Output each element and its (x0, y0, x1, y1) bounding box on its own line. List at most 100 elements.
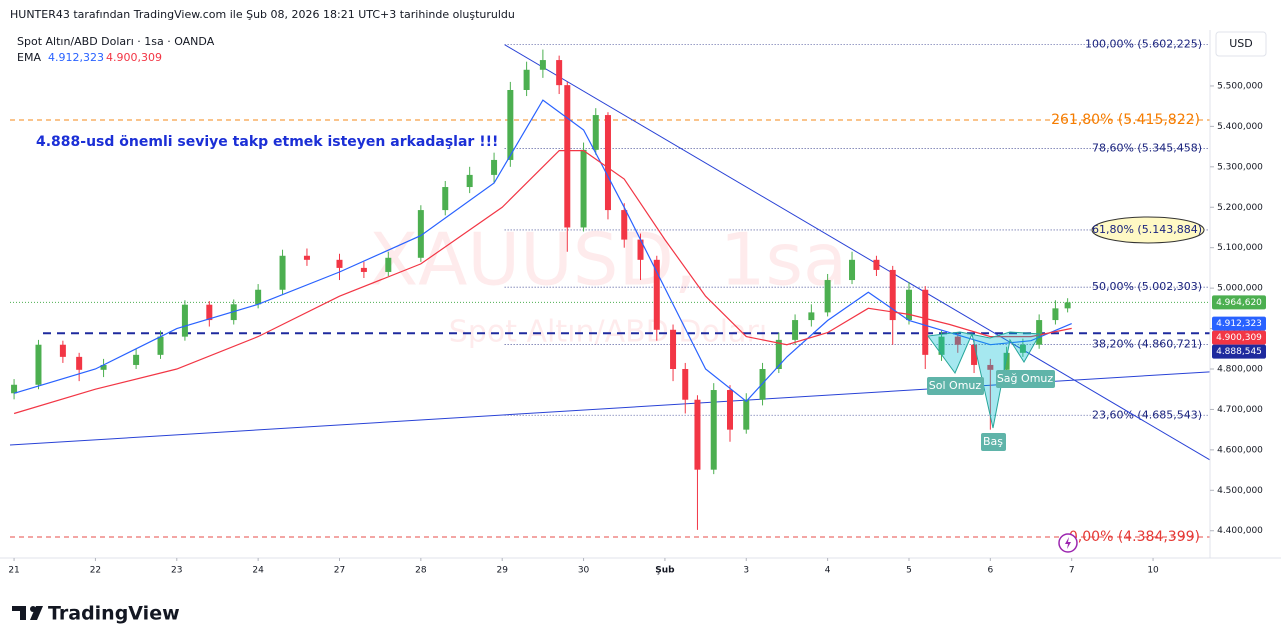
candle-body (727, 390, 733, 430)
candle-body (604, 115, 611, 211)
candle-body (303, 255, 310, 260)
price-tag-label: 4.912,323 (1216, 319, 1262, 329)
price-tag (1212, 344, 1266, 359)
label-box (927, 377, 984, 395)
x-tick-label: 24 (252, 566, 264, 576)
candle-body (1003, 352, 1010, 370)
right-shoulder-label: Sağ Omuz (997, 372, 1054, 385)
left-shoulder-label: Sol Omuz (929, 379, 982, 392)
candle-body (556, 60, 563, 86)
candle-body (181, 304, 188, 337)
x-tick-label: 10 (1147, 566, 1159, 576)
candle-body (360, 267, 367, 272)
candle-body (11, 384, 18, 394)
x-tick-label: 21 (8, 566, 19, 576)
fib-label: 78,60% (5.345,458) (1092, 141, 1202, 154)
fib-label: 0,00% (4.384,399) (1069, 529, 1200, 545)
x-tick-label: 4 (825, 566, 831, 576)
candle-body (539, 60, 546, 70)
price-tag-label: 4.964,620 (1216, 298, 1262, 308)
footer-brand: TradingView (48, 603, 180, 625)
candle-body (905, 289, 912, 321)
candle-body (938, 336, 945, 355)
watermark-symbol: XAUUSD, 1sa (369, 218, 847, 302)
candle-body (157, 336, 164, 355)
candle-body (670, 329, 677, 369)
watermark-name: Spot Altın/ABD Doları (449, 315, 767, 350)
y-tick-label: 5.500,000 (1217, 81, 1263, 91)
symbol-legend: Spot Altın/ABD Doları · 1sa · OANDA (17, 35, 215, 48)
candle-body (336, 259, 343, 268)
fib-label: 100,00% (5.602,225) (1085, 38, 1202, 51)
candle-body (922, 289, 929, 355)
fib-label: 23,60% (4.685,543) (1092, 408, 1202, 421)
candle-body (987, 364, 994, 370)
fib-label: 50,00% (5.002,303) (1092, 280, 1202, 293)
candle-body (792, 320, 799, 340)
candle-body (849, 259, 856, 281)
price-tag-label: 4.888,545 (1216, 347, 1262, 357)
candle-body (35, 344, 42, 385)
currency-button[interactable] (1215, 31, 1267, 57)
ema-legend: EMA (17, 51, 41, 64)
fib-label: 261,80% (5.415,822) (1051, 112, 1200, 128)
ema-line (13, 99, 1072, 403)
y-tick-label: 4.600,000 (1217, 445, 1263, 455)
x-tick-label: 27 (334, 566, 345, 576)
candle-body (466, 174, 473, 188)
candle-body (743, 399, 750, 430)
candle-body (682, 368, 689, 400)
y-tick-label: 4.700,000 (1217, 405, 1263, 415)
price-tag-label: 4.900,309 (1216, 333, 1262, 343)
candle-body (889, 269, 896, 321)
x-tick-label: 6 (987, 566, 993, 576)
candle-body (442, 187, 449, 211)
logo-dot (30, 606, 36, 612)
candle-body (1019, 344, 1026, 353)
price-tag (1212, 330, 1266, 345)
fib-highlight (1091, 216, 1205, 244)
label-box (981, 433, 1006, 451)
candle-body (206, 304, 213, 321)
header: HUNTER43 tarafından TradingView.com ile … (10, 8, 515, 21)
y-tick-label: 5.000,000 (1217, 284, 1263, 294)
candle-body (873, 259, 880, 270)
y-tick-label: 5.400,000 (1217, 122, 1263, 132)
x-tick-label: Şub (655, 566, 675, 576)
candle-body (76, 356, 83, 370)
candle-body (637, 239, 644, 260)
candle-body (653, 259, 660, 330)
x-tick-label: 30 (578, 566, 590, 576)
candle-body (824, 280, 831, 313)
label-box (996, 370, 1055, 388)
candle-body (564, 85, 571, 228)
candle-body (775, 339, 782, 369)
x-tick-label: 7 (1069, 566, 1075, 576)
fib-label: 61,80% (5.143,884) (1092, 223, 1202, 236)
candle-body (385, 257, 392, 272)
candle-body (971, 344, 978, 365)
ema-value: 4.900,309 (106, 51, 162, 64)
candle-body (1064, 302, 1071, 309)
candle-body (59, 344, 66, 357)
candle-body (491, 159, 498, 175)
price-tag (1212, 295, 1266, 310)
x-tick-label: 29 (496, 566, 508, 576)
y-tick-label: 5.300,000 (1217, 162, 1263, 172)
alert-bolt (1065, 537, 1071, 549)
currency[interactable]: USD (1229, 37, 1253, 50)
logo (12, 606, 43, 620)
candle-body (255, 289, 262, 305)
candle-body (523, 69, 530, 90)
trend-line (504, 44, 1211, 461)
candle-body (100, 364, 107, 370)
plot: 100,00% (5.602,225) 261,80% (5.415,822) 78… (9, 38, 1211, 545)
candle-body (507, 89, 514, 160)
ema-line (13, 150, 1072, 415)
x-tick-label: 22 (90, 566, 101, 576)
candle-body (1052, 308, 1059, 321)
candle-body (279, 255, 286, 290)
x-tick-label: 3 (743, 566, 749, 576)
head-label: Baş (983, 435, 1003, 448)
